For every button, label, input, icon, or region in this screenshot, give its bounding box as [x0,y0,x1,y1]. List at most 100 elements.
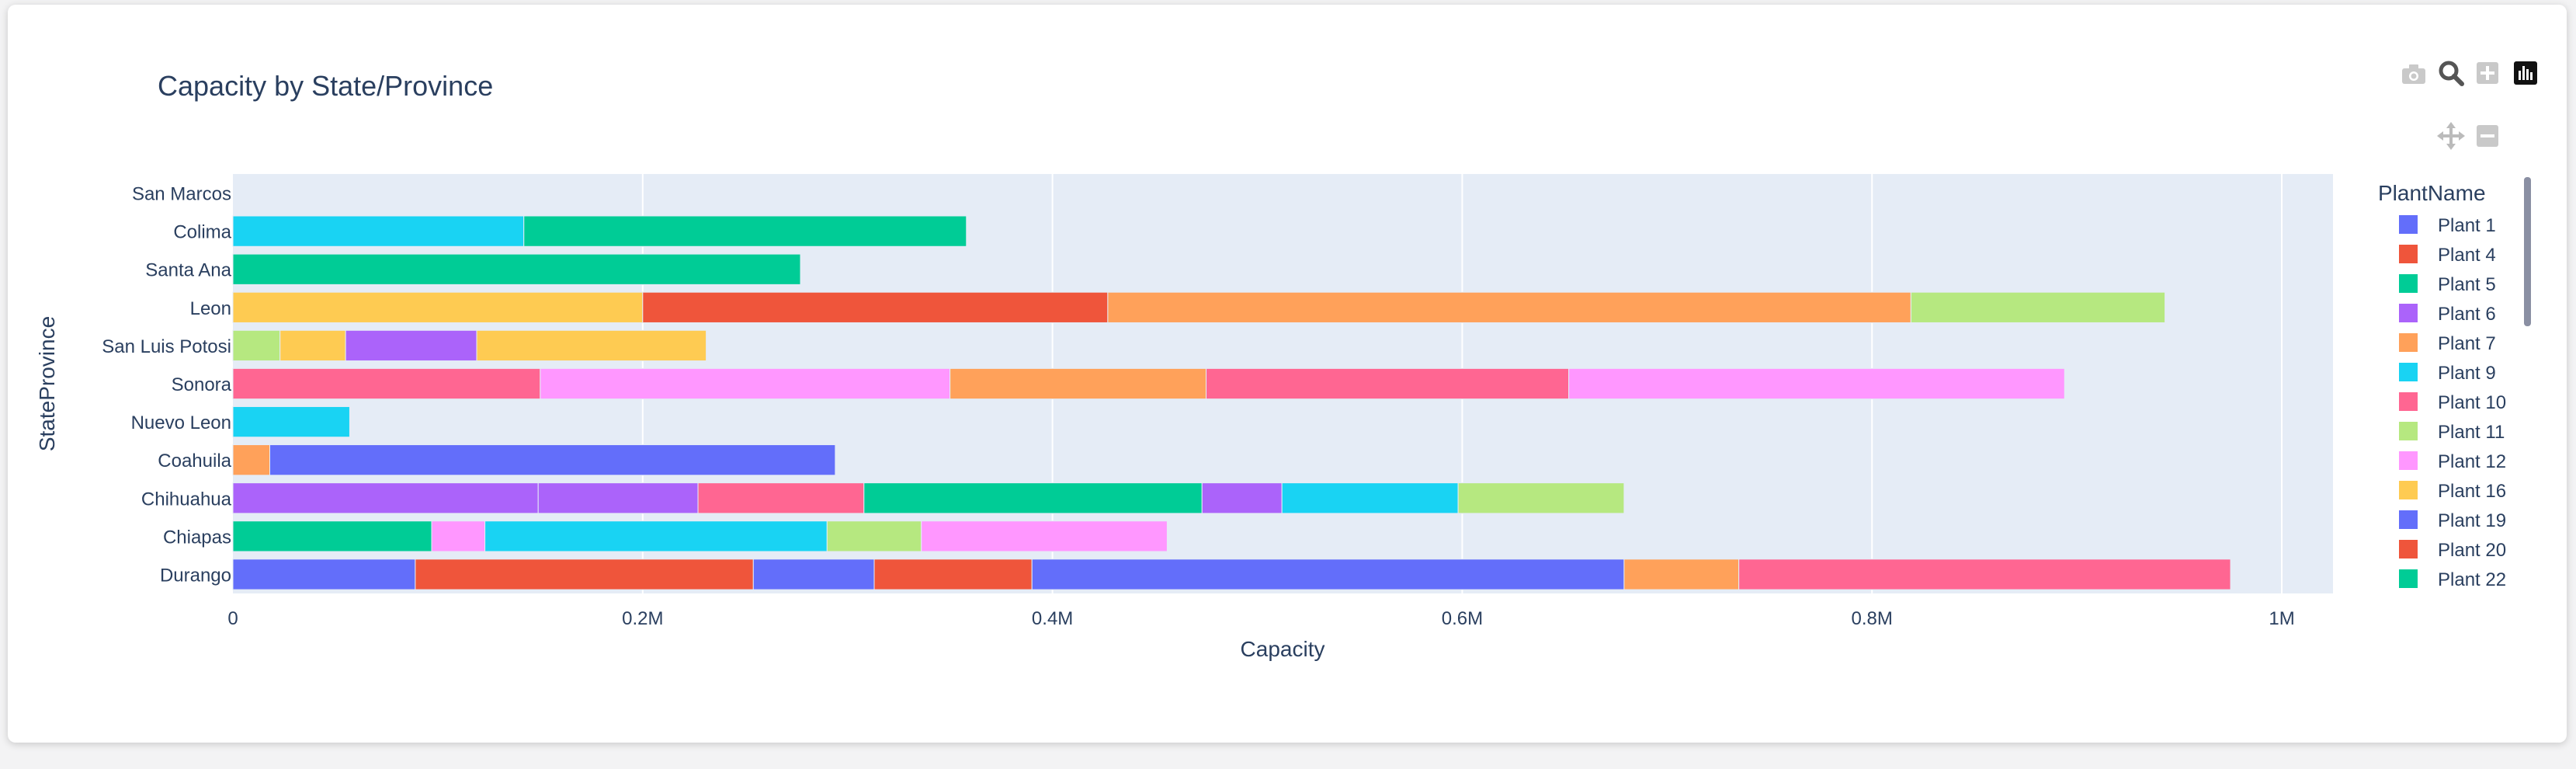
legend-swatch [2399,510,2418,529]
bar-segment[interactable] [863,482,1203,514]
x-axis-title: Capacity [1241,637,1325,661]
zoom-in-icon[interactable] [2477,62,2498,84]
legend-swatch [2399,451,2418,470]
legend-item[interactable]: Plant 9 [2399,363,2496,384]
y-category-label: Nuevo Leon [131,412,231,433]
bar-segment[interactable] [826,520,922,552]
legend-label: Plant 12 [2438,451,2506,472]
y-category-label: Leon [190,298,231,319]
bar-segment[interactable] [537,482,699,514]
bar-segment[interactable] [752,558,875,590]
legend-label: Plant 20 [2438,540,2506,561]
bar-segment[interactable] [642,291,1109,323]
legend-swatch [2399,569,2418,588]
y-category-label: Sonora [172,374,232,395]
legend-scrollbar[interactable] [2524,177,2531,326]
x-tick-label: 0.2M [622,608,663,629]
bar-segment[interactable] [1031,558,1625,590]
legend-item[interactable]: Plant 22 [2399,569,2506,590]
bar-segment[interactable] [1201,482,1283,514]
y-category-label: Colima [173,222,231,243]
bar-segment[interactable] [232,215,525,247]
bar-segment[interactable] [1281,482,1459,514]
bar-segment[interactable] [279,329,346,362]
legend-item[interactable]: Plant 1 [2399,215,2496,236]
zoom-icon[interactable] [2439,61,2464,86]
legend-swatch [2399,392,2418,411]
x-tick-label: 1M [2269,608,2294,629]
legend-label: Plant 1 [2438,215,2496,236]
legend-swatch [2399,215,2418,234]
bar-segment[interactable] [1568,367,2065,400]
y-axis-title: StateProvince [35,316,59,451]
bar-segment[interactable] [1206,367,1570,400]
bar-segment[interactable] [1910,291,2166,323]
legend-label: Plant 7 [2438,333,2496,354]
bar-segment[interactable] [1457,482,1625,514]
bar-segment[interactable] [540,367,951,400]
x-tick-label: 0.6M [1442,608,1483,629]
legend-label: Plant 16 [2438,481,2506,502]
zoom-out-icon[interactable] [2477,125,2498,147]
bar-segment[interactable] [950,367,1207,400]
x-tick-label: 0 [227,608,238,629]
legend-label: Plant 5 [2438,274,2496,295]
bar-segment[interactable] [415,558,754,590]
bar-segment[interactable] [345,329,477,362]
bar-segment[interactable] [1107,291,1911,323]
bar-segment[interactable] [232,367,541,400]
legend-swatch [2399,245,2418,263]
bar-segment[interactable] [921,520,1168,552]
bar-segment[interactable] [484,520,828,552]
bar-segment[interactable] [232,253,801,285]
legend-label: Plant 4 [2438,245,2496,266]
legend-item[interactable]: Plant 11 [2399,422,2505,443]
bar-segment[interactable] [232,444,271,476]
pan-icon[interactable] [2437,122,2465,150]
bar-segment[interactable] [232,291,644,323]
legend-label: Plant 11 [2438,422,2505,443]
bar-segment[interactable] [1623,558,1740,590]
bar-segment[interactable] [431,520,486,552]
y-category-labels: San Marcos Colima Santa Ana Leon San Luis Po… [102,184,231,586]
modebar [2402,61,2537,150]
legend-item[interactable]: Plant 6 [2399,304,2496,325]
bars [232,215,2231,590]
legend-item[interactable]: Plant 20 [2399,540,2506,561]
legend-label: Plant 10 [2438,392,2506,413]
y-category-label: Santa Ana [145,260,231,281]
bar-segment[interactable] [232,405,350,438]
legend-swatch [2399,481,2418,499]
legend-item[interactable]: Plant 12 [2399,451,2506,472]
bar-segment[interactable] [232,329,281,362]
legend-item[interactable]: Plant 5 [2399,274,2496,295]
y-category-label: Chiapas [163,527,231,548]
legend-swatch [2399,304,2418,322]
y-category-label: Chihuahua [141,489,232,510]
y-category-label: Coahuila [158,451,231,471]
bar-segment[interactable] [232,520,432,552]
bar-segment[interactable] [873,558,1033,590]
legend-label: Plant 6 [2438,304,2496,325]
bar-segment[interactable] [697,482,865,514]
legend-item[interactable]: Plant 7 [2399,333,2496,354]
legend-item[interactable]: Plant 19 [2399,510,2506,531]
bar-segment[interactable] [269,444,836,476]
bar-segment[interactable] [232,558,416,590]
bar-segment[interactable] [1738,558,2231,590]
chart-title: Capacity by State/Province [158,70,493,102]
bar-segment[interactable] [523,215,967,247]
bar-segment[interactable] [476,329,707,362]
legend-item[interactable]: Plant 10 [2399,392,2506,413]
bar-segment[interactable] [232,482,539,514]
legend-title: PlantName [2378,181,2486,205]
legend: Plant 1 Plant 4 Plant 5 Plant 6 Plant 7 Plant… [2399,215,2506,590]
x-tick-labels: 0 0.2M 0.4M 0.6M 0.8M 1M [227,608,2294,629]
x-tick-label: 0.8M [1852,608,1893,629]
legend-swatch [2399,333,2418,352]
camera-icon[interactable] [2402,64,2425,84]
plotly-logo-icon[interactable] [2514,61,2537,85]
legend-item[interactable]: Plant 16 [2399,481,2506,502]
legend-item[interactable]: Plant 4 [2399,245,2496,266]
y-category-label: Durango [160,565,231,586]
